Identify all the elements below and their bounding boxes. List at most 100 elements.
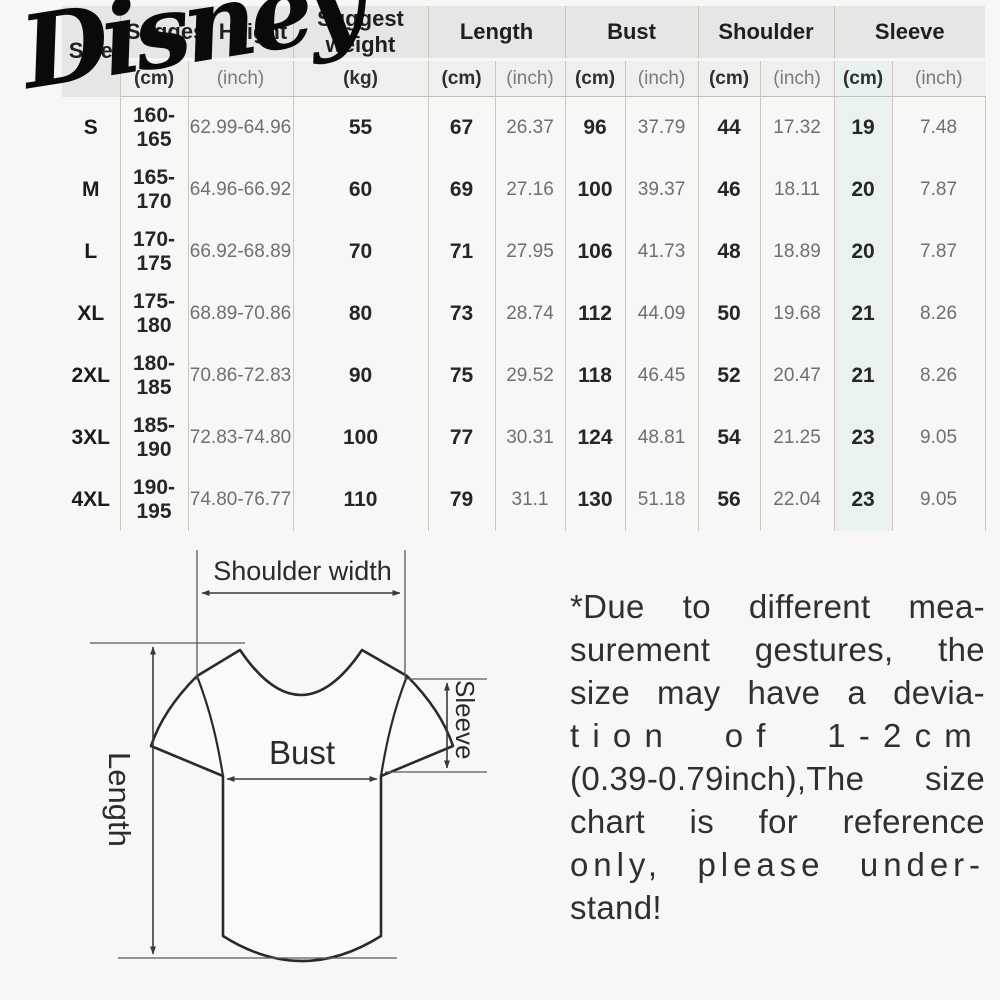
size-chart: Size Suggest Height Suggest weight Lengt… (62, 6, 986, 531)
measurement-cell: 66.92-68.89 (188, 220, 294, 283)
table-row: 2XL 180-185 70.86-72.83 90 75 29.52 118 … (62, 344, 986, 407)
size-cell: M (62, 158, 121, 221)
col-header-sleeve: Sleeve (834, 6, 986, 61)
unit-header-row: (cm) (inch) (kg) (cm) (inch) (cm) (inch)… (62, 59, 986, 97)
measurement-cell: 80 (293, 282, 429, 345)
measurement-cell: 64.96-66.92 (188, 158, 294, 221)
size-cell: XL (62, 282, 121, 345)
measurement-cell: 31.1 (495, 468, 566, 531)
guide-lines (90, 550, 487, 959)
table-row: XL 175-180 68.89-70.86 80 73 28.74 112 4… (62, 282, 986, 345)
sleeve-label: Sleeve (450, 680, 480, 760)
measurement-cell: 17.32 (760, 96, 835, 159)
measurement-cell: 79 (428, 468, 496, 531)
col-header-length: Length (428, 6, 566, 61)
measurement-cell: 185-190 (120, 406, 189, 469)
measurement-cell: 70.86-72.83 (188, 344, 294, 407)
note-line: stand! (570, 889, 662, 926)
measurement-cell: 48 (698, 220, 761, 283)
measurement-cell: 110 (293, 468, 429, 531)
measurement-cell: 70 (293, 220, 429, 283)
measurement-cell: 69 (428, 158, 496, 221)
unit-header-length-cm: (cm) (428, 59, 496, 97)
measurement-cell: 9.05 (892, 468, 986, 531)
measurement-cell: 27.16 (495, 158, 566, 221)
measurement-cell: 20 (834, 220, 893, 283)
measurement-cell: 180-185 (120, 344, 189, 407)
measurement-cell: 22.04 (760, 468, 835, 531)
table-row: L 170-175 66.92-68.89 70 71 27.95 106 41… (62, 220, 986, 283)
table-row: 3XL 185-190 72.83-74.80 100 77 30.31 124… (62, 406, 986, 469)
measurement-cell: 75 (428, 344, 496, 407)
measurement-cell: 9.05 (892, 406, 986, 469)
measurement-cell: 54 (698, 406, 761, 469)
tshirt-shape (149, 648, 455, 963)
size-cell: L (62, 220, 121, 283)
col-header-suggest-height: Suggest Height (120, 6, 294, 61)
measurement-cell: 18.89 (760, 220, 835, 283)
note-line: surement gestures, the (570, 631, 985, 668)
measurement-cell: 112 (565, 282, 626, 345)
measurement-cell: 48.81 (625, 406, 699, 469)
group-header-row: Size Suggest Height Suggest weight Lengt… (62, 6, 986, 97)
measurement-cell: 160-165 (120, 96, 189, 159)
note-line: chart is for reference (570, 803, 985, 840)
unit-header-sleeve-inch: (inch) (892, 59, 986, 97)
measurement-cell: 21.25 (760, 406, 835, 469)
size-cell: 3XL (62, 406, 121, 469)
right-armhole-seam (379, 675, 409, 777)
unit-header-sleeve-cm: (cm) (834, 59, 893, 97)
measurement-cell: 77 (428, 406, 496, 469)
measurement-cell: 37.79 (625, 96, 699, 159)
measurement-note: *Due to different mea- surement gestures… (570, 585, 985, 929)
shoulder-width-label: Shoulder width (213, 556, 392, 586)
measurement-cell: 190-195 (120, 468, 189, 531)
measurement-cell: 51.18 (625, 468, 699, 531)
measurement-cell: 100 (565, 158, 626, 221)
measurement-cell: 8.26 (892, 344, 986, 407)
note-line: only, please under- (570, 846, 985, 883)
col-header-shoulder: Shoulder (698, 6, 835, 61)
table-row: M 165-170 64.96-66.92 60 69 27.16 100 39… (62, 158, 986, 221)
tshirt-outline-drawing (90, 550, 487, 963)
size-chart-table: Size Suggest Height Suggest weight Lengt… (62, 6, 986, 531)
note-line: size may have a devia- (570, 674, 985, 711)
measurement-cell: 165-170 (120, 158, 189, 221)
measurement-cell: 41.73 (625, 220, 699, 283)
measurement-cell: 106 (565, 220, 626, 283)
unit-header-bust-cm: (cm) (565, 59, 626, 97)
note-line: (0.39-0.79inch),The size (570, 760, 985, 797)
length-label: Length (102, 752, 137, 847)
size-cell: 2XL (62, 344, 121, 407)
unit-header-bust-inch: (inch) (625, 59, 699, 97)
measurement-cell: 23 (834, 468, 893, 531)
unit-header-shoulder-inch: (inch) (760, 59, 835, 97)
measurement-cell: 56 (698, 468, 761, 531)
measurement-cell: 20.47 (760, 344, 835, 407)
measurement-cell: 21 (834, 282, 893, 345)
measurement-cell: 96 (565, 96, 626, 159)
unit-header-length-inch: (inch) (495, 59, 566, 97)
measurement-cell: 7.48 (892, 96, 986, 159)
measurement-cell: 27.95 (495, 220, 566, 283)
measure-arrows (150, 590, 450, 955)
unit-header-height-inch: (inch) (188, 59, 294, 97)
size-cell: S (62, 96, 121, 159)
bust-label: Bust (268, 734, 336, 771)
measurement-cell: 73 (428, 282, 496, 345)
tshirt-diagram: Shoulder width Bust Length Sleeve (75, 540, 525, 1000)
measurement-cell: 130 (565, 468, 626, 531)
measurement-cell: 100 (293, 406, 429, 469)
measurement-cell: 18.11 (760, 158, 835, 221)
measurement-cell: 28.74 (495, 282, 566, 345)
measurement-cell: 19.68 (760, 282, 835, 345)
unit-header-height-cm: (cm) (120, 59, 189, 97)
size-cell: 4XL (62, 468, 121, 531)
measurement-cell: 90 (293, 344, 429, 407)
measurement-cell: 30.31 (495, 406, 566, 469)
measurement-cell: 71 (428, 220, 496, 283)
measurement-cell: 44.09 (625, 282, 699, 345)
measurement-cell: 67 (428, 96, 496, 159)
measurement-cell: 7.87 (892, 220, 986, 283)
table-row: S 160-165 62.99-64.96 55 67 26.37 96 37.… (62, 96, 986, 159)
